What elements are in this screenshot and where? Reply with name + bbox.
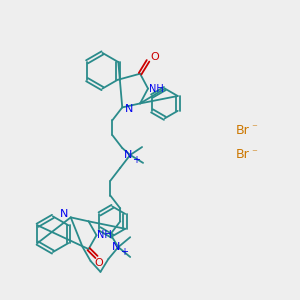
Text: N: N [60,209,68,219]
Text: O: O [150,52,159,62]
Text: N: N [112,242,121,252]
Text: N: N [125,104,134,114]
Text: NH: NH [148,84,163,94]
Text: +: + [120,247,128,257]
Text: Br: Br [236,148,250,161]
Text: N: N [124,150,132,160]
Text: ⁻: ⁻ [251,123,257,133]
Text: NH: NH [97,230,112,240]
Text: O: O [94,258,103,268]
Text: ⁻: ⁻ [251,148,257,158]
Text: +: + [132,155,140,165]
Text: Br: Br [236,124,250,137]
